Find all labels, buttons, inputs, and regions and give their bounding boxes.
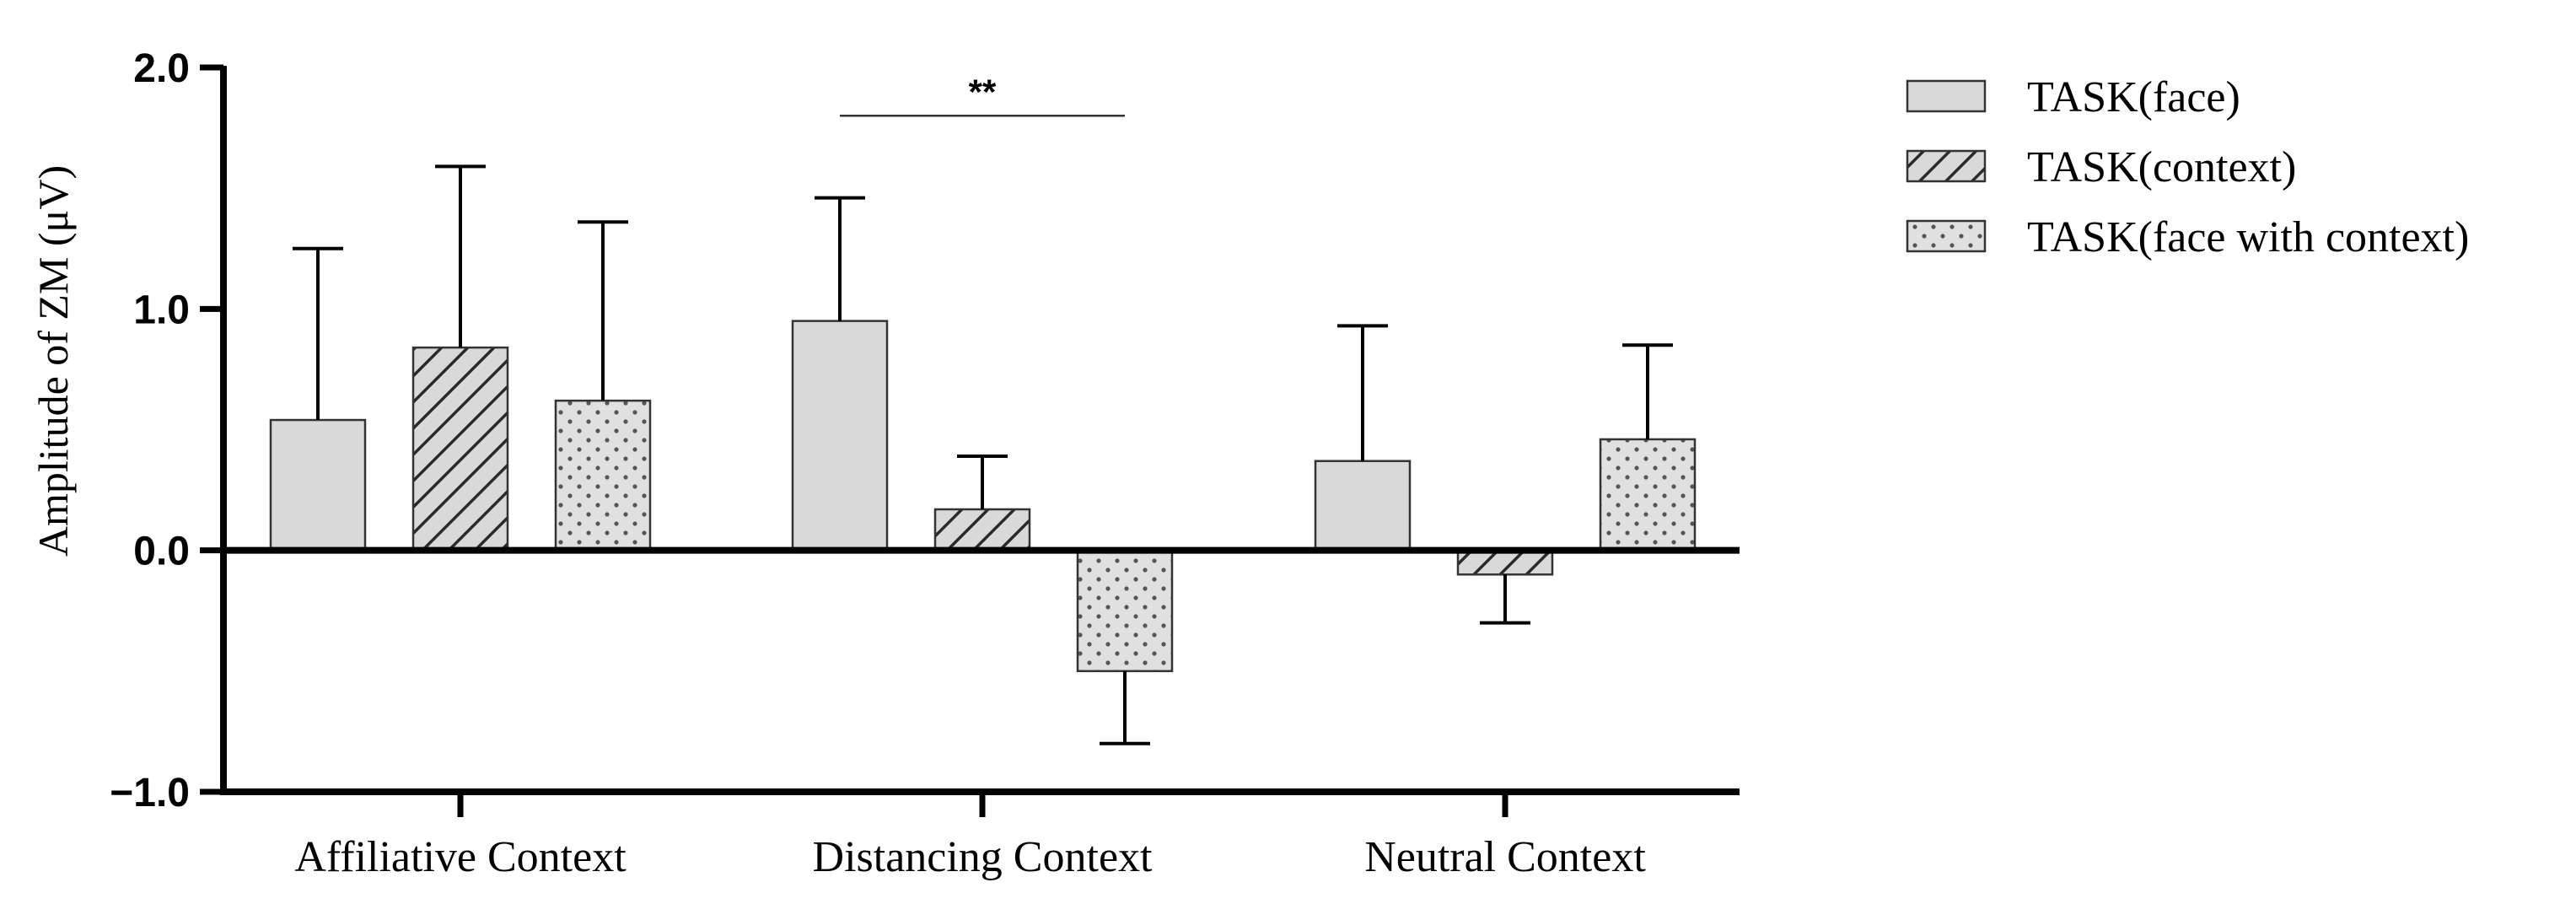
bar-hatch-1 xyxy=(933,508,1031,551)
x-axis-categories: Affiliative Context Distancing Context Neu… xyxy=(294,792,1646,881)
legend-label: TASK(context) xyxy=(2027,143,2296,191)
legend: TASK(face) TASK(context) TASK(face with co… xyxy=(1906,73,2469,261)
error-bars xyxy=(293,164,1673,745)
bar-dots-2 xyxy=(1599,438,1697,551)
x-category-label: Neutral Context xyxy=(1364,833,1646,881)
legend-label: TASK(face) xyxy=(2027,73,2240,121)
bar-solid-0 xyxy=(269,418,367,551)
bar-solid-1 xyxy=(791,320,889,551)
y-tick-label: −1.0 xyxy=(110,771,190,815)
legend-swatch-dots xyxy=(1906,219,1987,253)
y-tick-label: 2.0 xyxy=(133,46,190,91)
significance-marker: ** xyxy=(969,72,997,111)
y-axis-title: Amplitude of ZM (μV) xyxy=(30,165,77,557)
bar-dots-0 xyxy=(554,399,652,551)
significance-annotations: ** xyxy=(840,72,1125,117)
bar-solid-2 xyxy=(1314,460,1412,551)
y-axis: 2.0 1.0 0.0 −1.0 xyxy=(110,46,223,815)
x-category-label: Affiliative Context xyxy=(294,833,627,881)
x-category-label: Distancing Context xyxy=(813,833,1154,881)
y-tick-label: 0.0 xyxy=(133,530,190,574)
legend-swatch-solid xyxy=(1906,79,1987,113)
bar-dots-1 xyxy=(1076,549,1174,673)
legend-label: TASK(face with context) xyxy=(2027,213,2469,261)
legend-swatch-hatch xyxy=(1906,149,1987,183)
bar-hatch-2 xyxy=(1456,549,1554,576)
bar-hatch-0 xyxy=(411,346,509,551)
y-tick-label: 1.0 xyxy=(133,288,190,332)
